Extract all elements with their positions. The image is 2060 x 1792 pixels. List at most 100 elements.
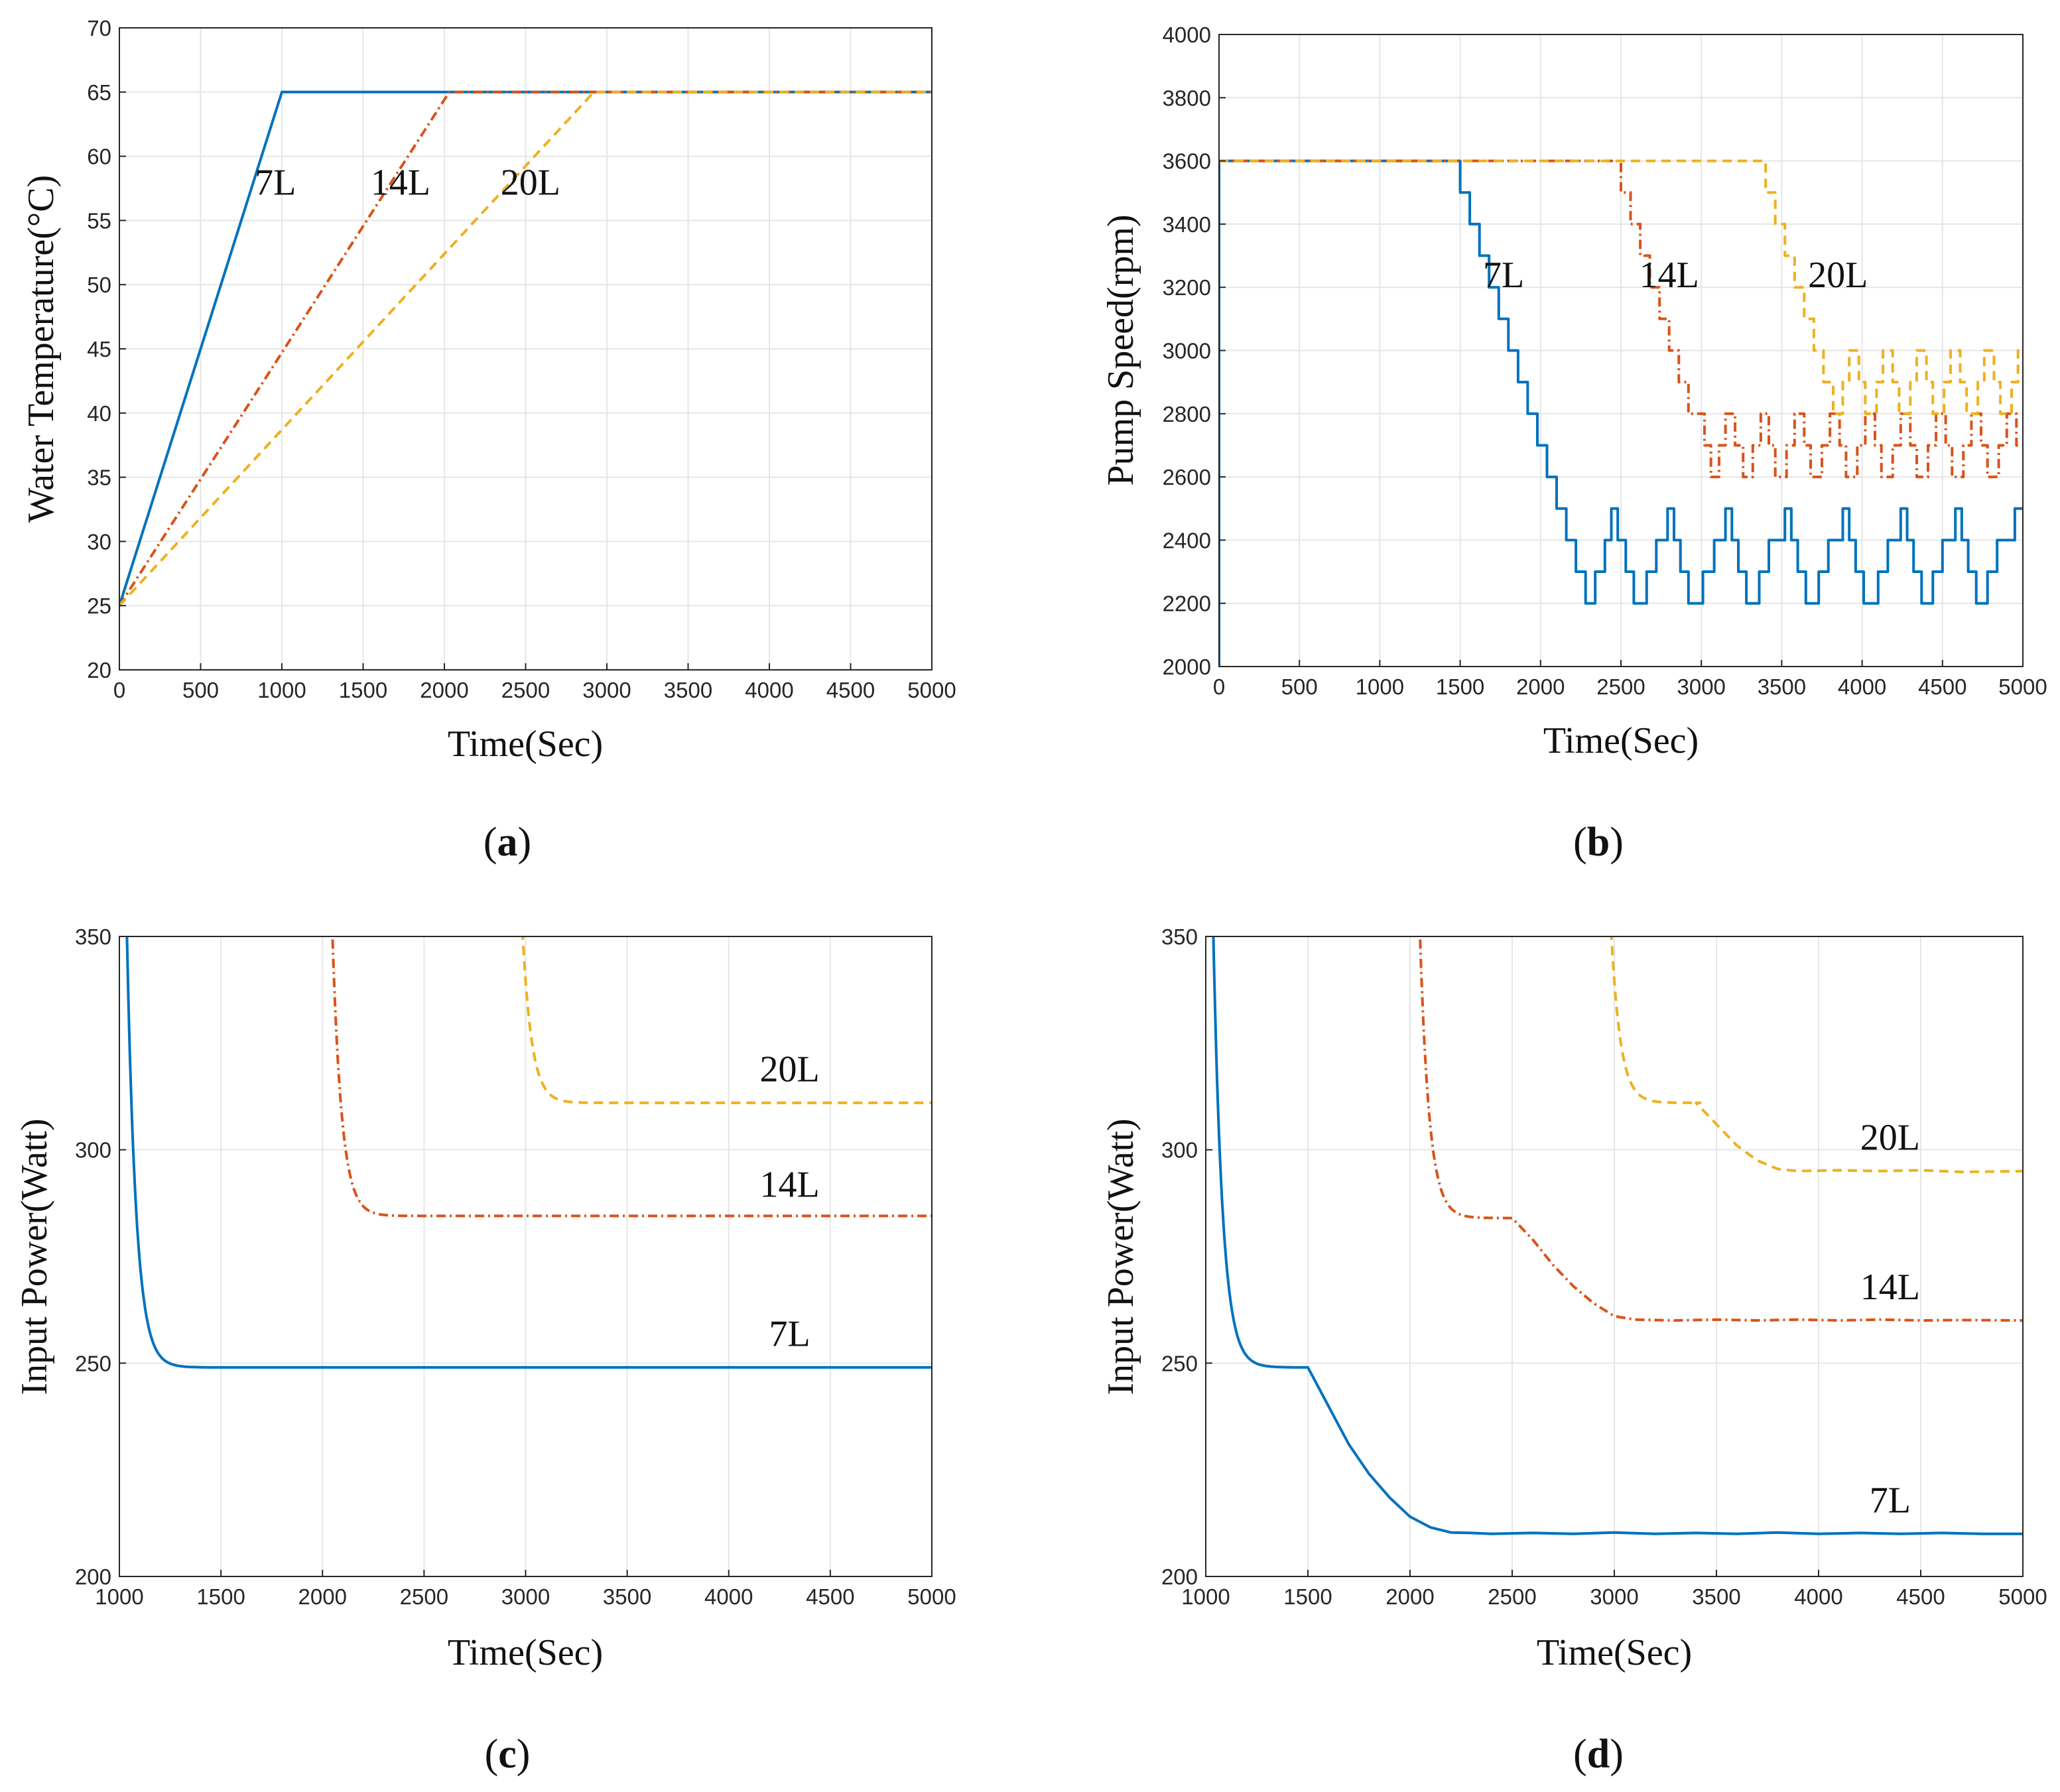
panel-d-x-tick-label: 5000 [1998, 1584, 2047, 1609]
panel-c-y-axis-title: Input Power(Watt) [14, 1119, 55, 1395]
panel-a-y-tick-label: 55 [87, 208, 111, 233]
panel-a-x-tick-label: 0 [113, 678, 125, 702]
panel-a-x-tick-label: 3500 [664, 678, 712, 702]
panel-a-y-tick-label: 70 [87, 16, 111, 40]
panel-b-y-tick-label: 2600 [1163, 465, 1211, 489]
panel-a-y-tick-label: 30 [87, 529, 111, 554]
panel-b-series-20L [1219, 159, 2023, 415]
panel-a-label-7L: 7L [255, 162, 296, 204]
panel-d-x-tick-label: 2500 [1488, 1584, 1536, 1609]
panel-b-y-tick-label: 3400 [1163, 212, 1211, 237]
panel-b-x-axis-title: Time(Sec) [1543, 720, 1699, 761]
panel-a: 0 500 1000 1500 2000 2500 3000 3500 4000 4500 5000… [21, 16, 956, 865]
panel-b-y-tick-label: 4000 [1163, 23, 1211, 47]
panel-a-y-tick-label: 60 [87, 145, 111, 169]
panel-a-x-ticks: 0 500 1000 1500 2000 2500 3000 3500 4000 4500 5000 [113, 663, 956, 702]
panel-c-y-tick-label: 350 [75, 925, 111, 949]
panel-c-series-7L [125, 936, 932, 1369]
panel-b-series [1219, 159, 2023, 667]
panel-a-line-labels: 7L 14L 20L [255, 162, 560, 204]
panel-c-x-tick-label: 4500 [806, 1584, 854, 1609]
panel-a-caption: (a) [483, 820, 531, 865]
panel-b-x-tick-label: 2500 [1596, 674, 1645, 699]
panel-b-series-7L [1219, 159, 2023, 667]
panel-a-y-ticks: 20 25 30 35 40 45 50 55 60 65 70 [87, 16, 126, 682]
panel-c-y-tick-label: 250 [75, 1351, 111, 1376]
panel-a-grid [119, 27, 933, 671]
panel-a-y-tick-label: 65 [87, 80, 111, 105]
panel-b-x-tick-label: 0 [1213, 674, 1225, 699]
panel-d-y-tick-label: 350 [1161, 925, 1198, 949]
panel-c-y-tick-label: 200 [75, 1565, 111, 1589]
panel-c-label-20L: 20L [760, 1049, 820, 1090]
panel-b-x-tick-label: 3000 [1677, 674, 1725, 699]
panel-d-line-labels: 7L 14L 20L [1860, 1118, 1920, 1521]
panel-b-label-7L: 7L [1483, 255, 1524, 296]
panel-b-series-14L [1219, 159, 2023, 479]
panel-d-x-tick-label: 3000 [1590, 1584, 1638, 1609]
panel-d-x-tick-label: 4500 [1896, 1584, 1945, 1609]
panel-d-y-axis-title: Input Power(Watt) [1100, 1119, 1141, 1395]
panel-c-label-7L: 7L [769, 1314, 810, 1355]
panel-a-x-tick-label: 500 [182, 678, 219, 702]
panel-c-x-tick-label: 3000 [501, 1584, 550, 1609]
panel-a-x-axis-title: Time(Sec) [448, 724, 603, 765]
panel-b-y-tick-label: 3200 [1163, 275, 1211, 300]
panel-b-y-tick-label: 3800 [1163, 86, 1211, 110]
panel-d-x-tick-label: 2000 [1385, 1584, 1434, 1609]
panel-a-label-14L: 14L [371, 162, 430, 204]
panel-a-series-20L [119, 90, 932, 607]
panel-b-x-tick-label: 5000 [1998, 674, 2047, 699]
panel-d-x-tick-label: 1500 [1283, 1584, 1332, 1609]
panel-a-y-tick-label: 35 [87, 466, 111, 490]
panel-a-x-tick-label: 4500 [826, 678, 875, 702]
panel-a-y-tick-label: 50 [87, 273, 111, 297]
panel-c-x-ticks: 1000 1500 2000 2500 3000 3500 4000 4500 5000 [95, 1570, 956, 1609]
panel-a-y-axis-title: Water Temperature(°C) [21, 175, 62, 523]
panel-b-y-tick-label: 3600 [1163, 149, 1211, 174]
panel-b-x-tick-label: 1500 [1436, 674, 1484, 699]
panel-c-series [125, 936, 932, 1369]
panel-d-series-14L [1419, 936, 2023, 1322]
panel-b-line-labels: 7L 14L 20L [1483, 255, 1868, 296]
panel-d-y-tick-label: 300 [1161, 1138, 1198, 1163]
panel-b-grid [1218, 34, 2024, 667]
panel-d-series [1212, 936, 2023, 1535]
panel-a-x-tick-label: 5000 [907, 678, 956, 702]
panel-a-x-tick-label: 4000 [745, 678, 793, 702]
panel-b: 0 500 1000 1500 2000 2500 3000 3500 4000 4500 5000… [1100, 23, 2047, 865]
panel-b-y-tick-label: 2800 [1163, 402, 1211, 426]
panel-b-label-14L: 14L [1640, 255, 1699, 296]
panel-a-x-tick-label: 2500 [501, 678, 550, 702]
panel-d-label-7L: 7L [1870, 1480, 1911, 1521]
panel-a-y-tick-label: 40 [87, 401, 111, 426]
panel-b-y-ticks: 2000 2200 2400 2600 2800 3000 3200 3400 3600 3800… [1163, 23, 1226, 679]
panel-b-caption: (b) [1573, 820, 1624, 865]
panel-d-label-20L: 20L [1860, 1118, 1920, 1159]
panel-a-label-20L: 20L [501, 162, 560, 204]
panel-d: 1000 1500 2000 2500 3000 3500 4000 4500 5000 200… [1100, 925, 2047, 1777]
panel-d-label-14L: 14L [1860, 1267, 1920, 1308]
panel-d-x-ticks: 1000 1500 2000 2500 3000 3500 4000 4500 5000 [1181, 1570, 2047, 1609]
panel-b-y-tick-label: 2400 [1163, 528, 1211, 552]
panel-b-label-20L: 20L [1808, 255, 1868, 296]
panel-a-x-tick-label: 2000 [420, 678, 468, 702]
panel-b-x-tick-label: 2000 [1516, 674, 1565, 699]
panel-c: 1000 1500 2000 2500 3000 3500 4000 4500 5000 200… [14, 925, 956, 1777]
panel-b-x-tick-label: 4500 [1918, 674, 1966, 699]
panel-a-series [119, 90, 932, 607]
panel-c-x-axis-title: Time(Sec) [448, 1632, 603, 1673]
panel-d-caption: (d) [1573, 1732, 1624, 1777]
panel-a-y-tick-label: 45 [87, 337, 111, 361]
panel-d-series-20L [1610, 936, 2023, 1174]
panel-d-series-7L [1212, 936, 2023, 1535]
panel-b-x-tick-label: 3500 [1758, 674, 1806, 699]
panel-b-y-axis-title: Pump Speed(rpm) [1100, 214, 1141, 485]
panel-d-y-ticks: 200 250 300 350 [1161, 925, 1212, 1589]
panel-b-x-tick-label: 500 [1281, 674, 1318, 699]
panel-c-line-labels: 7L 14L 20L [760, 1049, 820, 1355]
panel-c-x-tick-label: 3500 [603, 1584, 651, 1609]
panel-c-x-tick-label: 1500 [196, 1584, 245, 1609]
panel-c-series-20L [521, 936, 932, 1104]
